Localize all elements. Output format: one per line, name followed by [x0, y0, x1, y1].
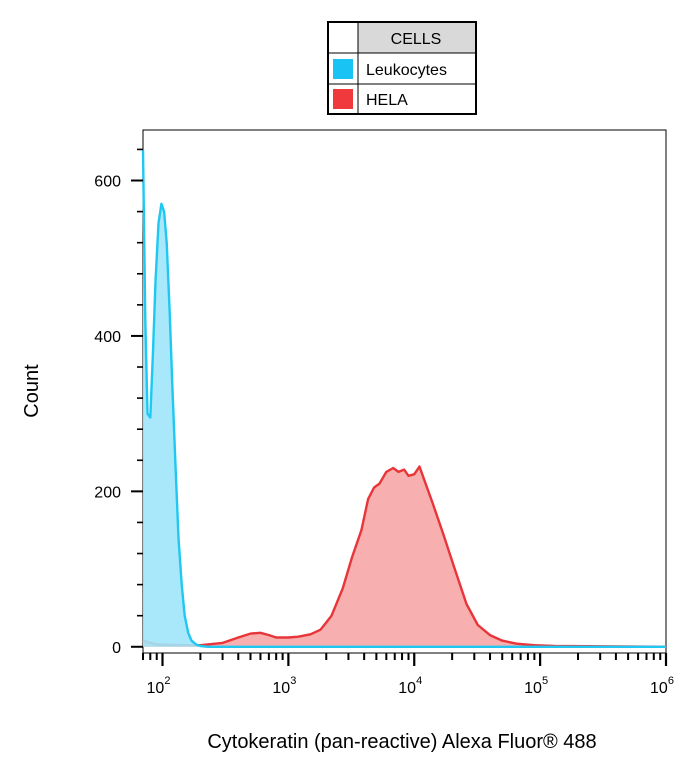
x-tick-label: 104 [398, 675, 422, 697]
legend-entry-leukocytes: Leukocytes [366, 62, 447, 79]
x-tick-label: 105 [524, 675, 548, 697]
legend-header-cell [358, 23, 475, 53]
series-line-hela [142, 465, 667, 648]
y-tick-label: 600 [94, 174, 121, 191]
legend-entry-hela: HELA [366, 92, 408, 109]
x-tick-label: 106 [650, 675, 674, 697]
x-tick-label: 103 [272, 675, 296, 697]
y-tick-label: 200 [94, 484, 121, 501]
x-tick-label: 102 [147, 675, 171, 697]
series-layer [141, 149, 667, 648]
legend-swatch-hela [333, 89, 353, 109]
y-tick-label: 0 [112, 640, 121, 657]
legend-header: CELLS [391, 31, 442, 48]
y-tick-label: 400 [94, 329, 121, 346]
legend-swatch-leukocytes [333, 59, 353, 79]
series-fill-hela [143, 466, 666, 647]
series-line-leukocytes [141, 149, 666, 648]
legend: CELLS Leukocytes HELA [327, 21, 477, 115]
x-axis-title: Cytokeratin (pan-reactive) Alexa Fluor® … [207, 731, 596, 753]
y-axis-title: Count [21, 364, 43, 418]
axis-layer: 0 200 400 600 102 103 104 105 106 [94, 148, 674, 697]
